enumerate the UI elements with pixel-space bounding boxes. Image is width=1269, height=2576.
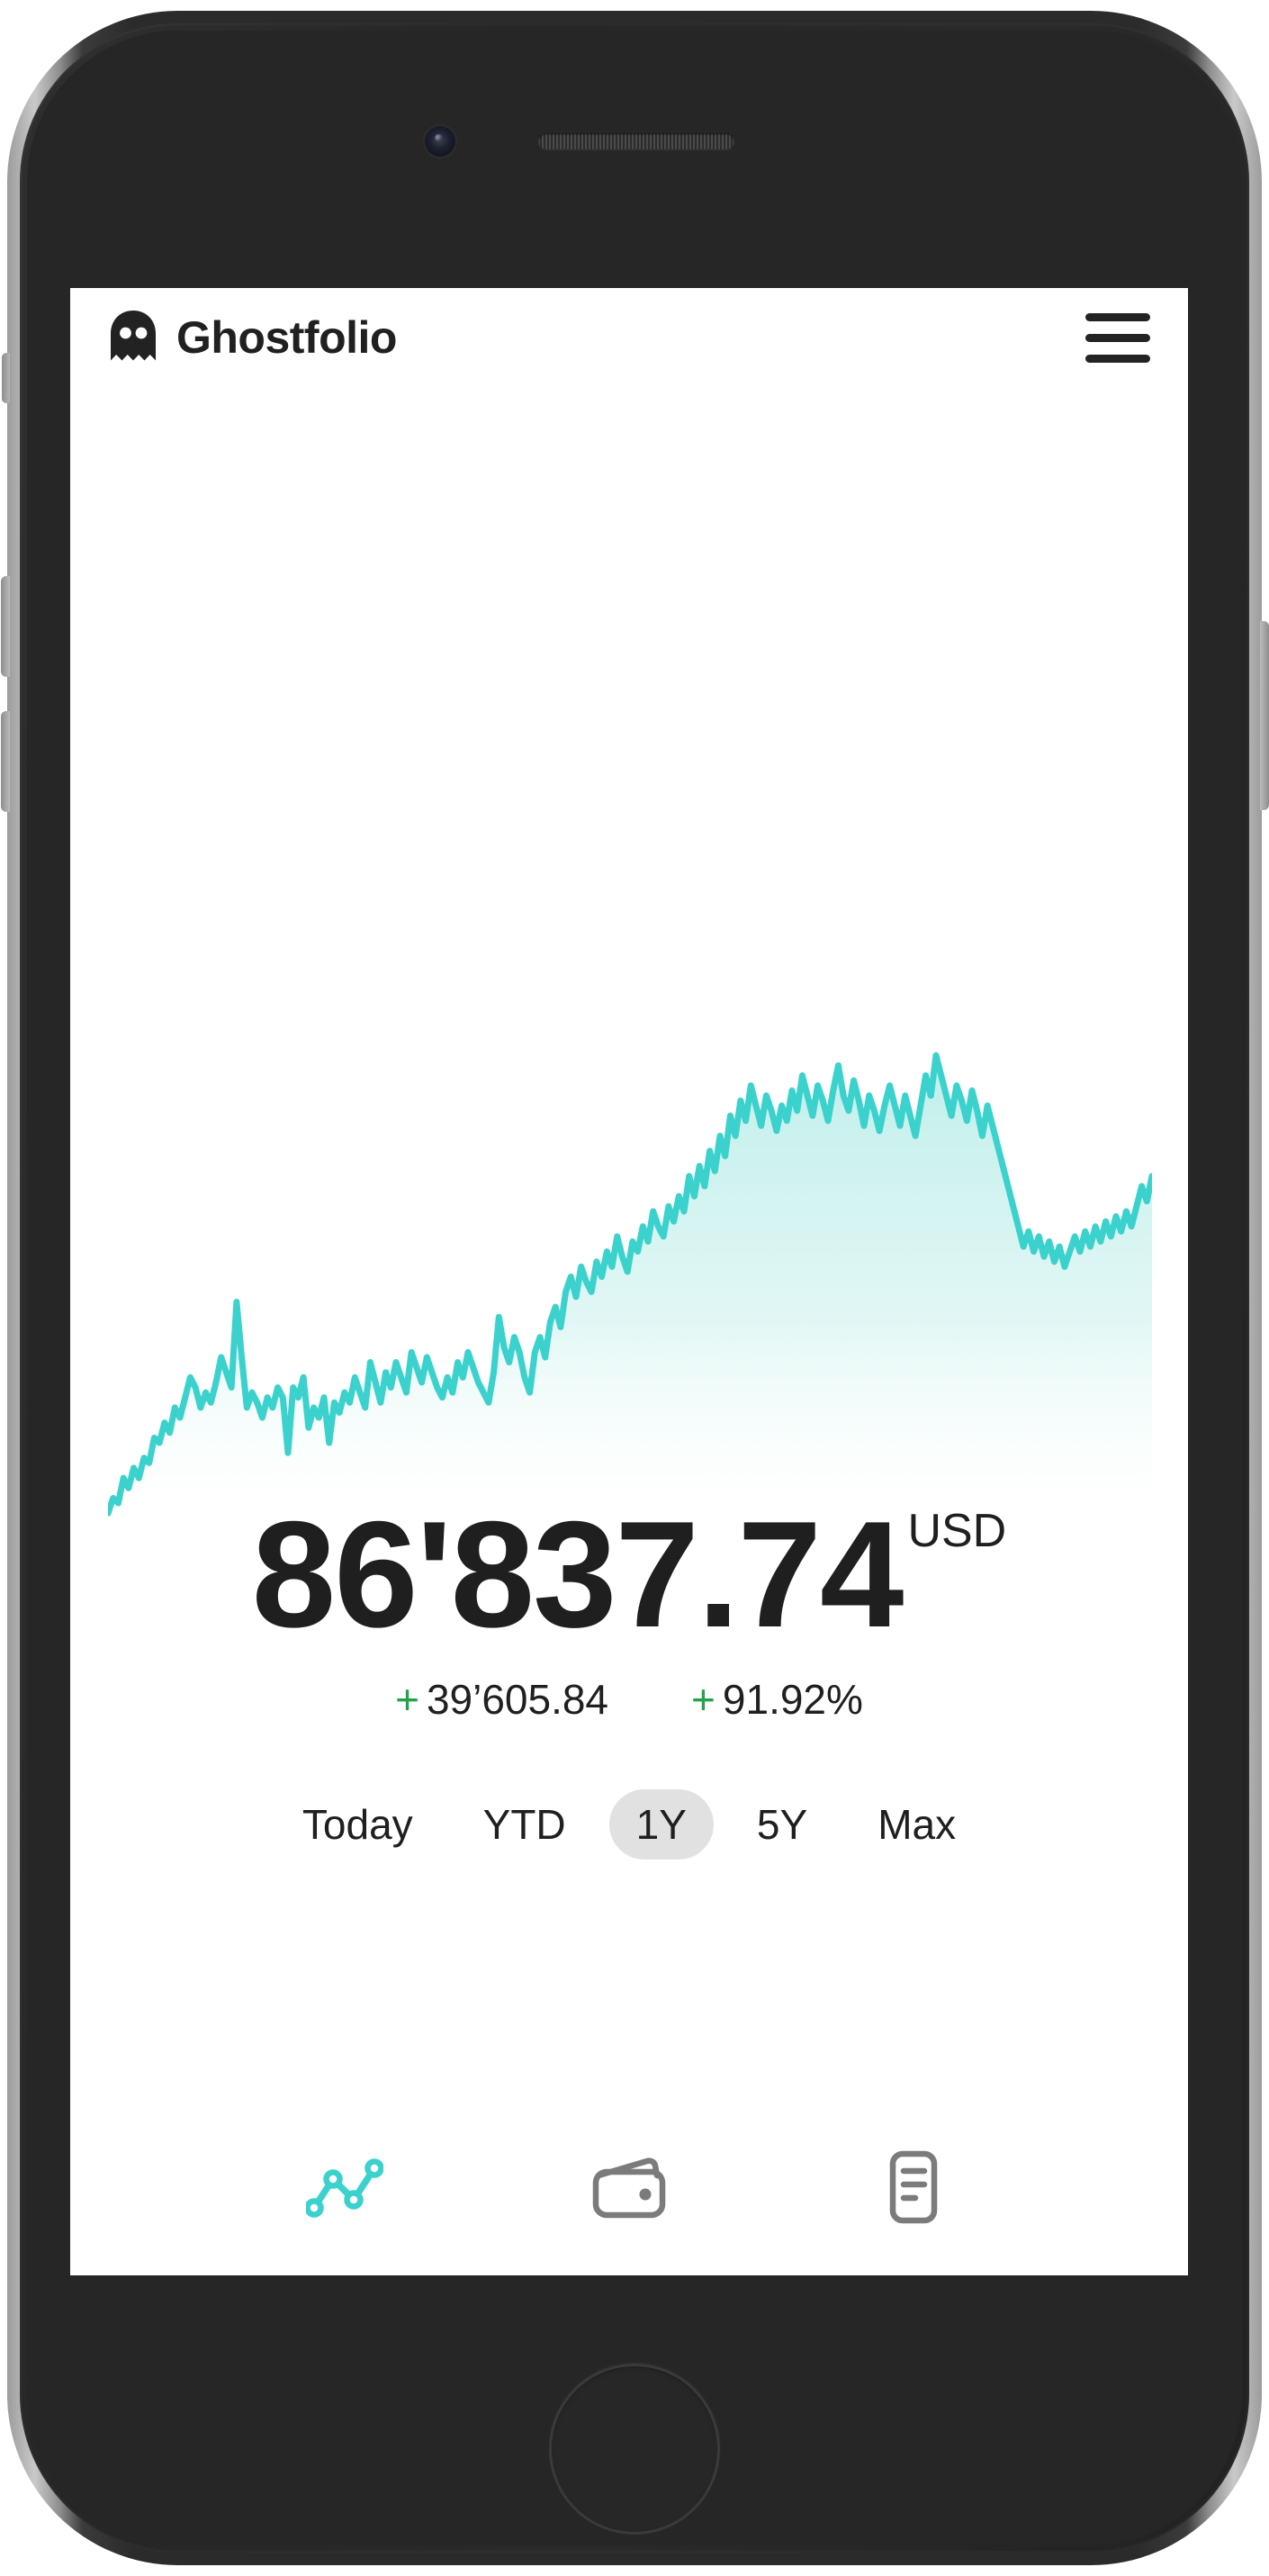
tab-max[interactable]: Max bbox=[878, 1801, 957, 1848]
brand[interactable]: Ghostfolio bbox=[108, 311, 397, 365]
hamburger-menu-icon[interactable] bbox=[1085, 312, 1150, 363]
portfolio-chart[interactable] bbox=[70, 572, 1188, 1530]
bottom-navigation bbox=[70, 2146, 1188, 2232]
portfolio-value-row: 86'837.74 USD bbox=[70, 1499, 1188, 1650]
portfolio-area-chart bbox=[108, 1052, 1152, 1530]
portfolio-currency: USD bbox=[907, 1505, 1007, 1557]
hamburger-line bbox=[1085, 312, 1150, 321]
front-camera-icon bbox=[425, 126, 455, 157]
home-button[interactable] bbox=[549, 2364, 720, 2535]
power-button[interactable] bbox=[1260, 621, 1269, 810]
tab-ytd[interactable]: YTD bbox=[482, 1801, 566, 1848]
wallet-icon bbox=[590, 2154, 669, 2225]
percent-change-sign: + bbox=[691, 1676, 716, 1723]
date-range-tabs: Today YTD 1Y 5Y Max bbox=[70, 1789, 1188, 1860]
brand-name: Ghostfolio bbox=[176, 312, 397, 363]
hamburger-line bbox=[1085, 333, 1150, 342]
absolute-change-amount: 39’605.84 bbox=[426, 1676, 609, 1723]
percent-change-amount: 91.92% bbox=[722, 1676, 863, 1723]
app-header: Ghostfolio bbox=[70, 288, 1188, 387]
tab-5y[interactable]: 5Y bbox=[756, 1801, 808, 1848]
percent-change: +91.92% bbox=[691, 1679, 863, 1720]
line-chart-icon bbox=[304, 2156, 384, 2223]
portfolio-change-row: +39’605.84 +91.92% bbox=[70, 1679, 1188, 1720]
volume-up-button[interactable] bbox=[1, 711, 10, 812]
tab-today[interactable]: Today bbox=[302, 1801, 413, 1848]
ghost-icon bbox=[108, 311, 158, 365]
tab-1y[interactable]: 1Y bbox=[608, 1789, 714, 1860]
absolute-change-sign: + bbox=[395, 1676, 419, 1723]
nav-item-accounts[interactable] bbox=[870, 2146, 957, 2232]
nav-item-analytics[interactable] bbox=[302, 2146, 388, 2232]
nav-item-portfolio[interactable] bbox=[586, 2146, 672, 2232]
absolute-change: +39’605.84 bbox=[395, 1679, 608, 1720]
volume-down-button[interactable] bbox=[1, 576, 10, 677]
document-list-icon bbox=[882, 2149, 945, 2229]
portfolio-value: 86'837.74 bbox=[251, 1490, 904, 1659]
hamburger-line bbox=[1085, 354, 1150, 363]
speaker-grille bbox=[538, 133, 734, 149]
phone-screen: Ghostfolio bbox=[70, 288, 1188, 2275]
silent-switch[interactable] bbox=[2, 353, 10, 403]
